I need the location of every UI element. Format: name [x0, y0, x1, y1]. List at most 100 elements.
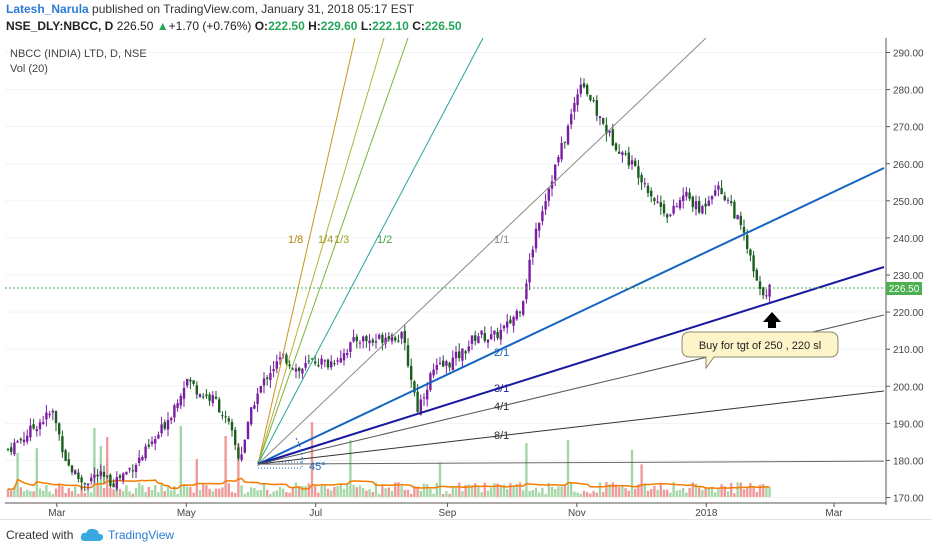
candle-body — [70, 465, 74, 473]
volume-bar — [736, 482, 739, 497]
candle-body — [397, 340, 400, 342]
low-label: L: — [360, 19, 373, 33]
candle-body — [586, 84, 589, 95]
candle-body — [16, 441, 19, 443]
candle-body — [406, 345, 410, 366]
candle-body — [182, 387, 186, 399]
volume-bar — [336, 486, 339, 497]
volume-bar — [669, 492, 672, 497]
volume-bar — [659, 484, 662, 497]
candle-body — [736, 215, 739, 220]
volume-bar — [6, 488, 10, 497]
fan-ray-1-8 — [257, 37, 356, 465]
volume-bar — [250, 487, 253, 497]
volume-bar — [32, 491, 35, 497]
candle-body — [560, 142, 563, 160]
candle-body — [653, 198, 656, 202]
volume-bar — [374, 482, 378, 497]
volume-bar — [752, 486, 755, 497]
candle-body — [253, 405, 256, 409]
volume-bar — [451, 485, 454, 497]
publish-info: Latesh_Narula published on TradingView.c… — [6, 2, 414, 16]
price-tick-label: 190.00 — [893, 419, 924, 430]
candle-body — [656, 201, 659, 203]
fan-ratio-label: 4/1 — [494, 401, 509, 413]
candle-body — [22, 439, 26, 443]
candle-body — [80, 477, 83, 483]
volume-bar — [579, 493, 582, 497]
candle-body — [624, 153, 627, 155]
candle-body — [192, 380, 195, 384]
volume-bar — [605, 482, 608, 497]
candle-body — [352, 337, 355, 342]
candle-body — [134, 465, 138, 473]
candle-body — [448, 362, 451, 368]
volume-bar — [499, 485, 502, 497]
candle-body — [579, 84, 582, 94]
price-chart[interactable]: 1/8 1/4 1/3 1/2 1/1 2/1 3/1 4/1 8/1 45° 170.00 180… — [0, 36, 932, 519]
volume-bar — [80, 485, 83, 497]
volume-bar — [90, 492, 93, 497]
candle-body — [688, 192, 691, 199]
volume-bar — [118, 488, 122, 497]
volume-bar — [384, 488, 387, 497]
volume-bar — [554, 489, 557, 497]
candle-body — [208, 394, 211, 401]
volume-bar — [762, 484, 765, 497]
candle-body — [710, 196, 714, 200]
volume-bar — [371, 491, 374, 497]
candle-body — [509, 319, 512, 324]
volume-bar — [480, 492, 483, 497]
tradingview-brand[interactable]: TradingView — [108, 528, 175, 542]
volume-bar — [61, 486, 64, 497]
volume-bar — [253, 488, 256, 497]
volume-bar — [269, 493, 272, 497]
volume-bar — [698, 487, 701, 497]
volume-bar — [413, 486, 416, 497]
volume-bar — [330, 490, 333, 497]
volume-bar — [547, 482, 550, 497]
price-change: +1.70 (+0.76%) — [168, 19, 252, 33]
price-tick-label: 280.00 — [893, 86, 924, 97]
volume-bar — [282, 488, 285, 497]
candle-body — [678, 200, 682, 209]
candle-body — [480, 330, 483, 335]
candle-body — [304, 362, 307, 368]
candle-body — [762, 287, 765, 296]
volume-bar — [461, 491, 464, 497]
volume-bar — [182, 483, 186, 497]
candle-body — [218, 399, 221, 413]
volume-bar — [259, 490, 262, 497]
volume-bar — [246, 491, 250, 497]
volume-bar — [326, 488, 330, 497]
candle-body — [438, 363, 442, 365]
author-link[interactable]: Latesh_Narula — [6, 2, 89, 16]
time-tick-label: Mar — [825, 508, 843, 519]
last-price-tag-label: 226.50 — [889, 284, 920, 295]
candle-body — [371, 339, 374, 343]
candle-body — [90, 477, 93, 482]
volume-bar — [275, 490, 278, 497]
volume-bar — [186, 486, 189, 497]
fan-ratio-label: 1/2 — [377, 234, 392, 246]
candle-body — [214, 396, 218, 399]
candle-body — [125, 471, 128, 475]
chart-grid — [5, 52, 884, 498]
candle-body — [445, 361, 448, 366]
volume-bar — [166, 486, 170, 497]
volume-bar — [70, 491, 74, 497]
candle-body — [112, 483, 115, 488]
candle-body — [554, 164, 557, 180]
candle-body — [365, 336, 368, 342]
volume-bar — [637, 484, 640, 497]
volume-bar — [621, 485, 624, 497]
candle-body — [355, 336, 358, 342]
tradingview-cloud-icon — [80, 528, 104, 541]
volume-bar — [426, 484, 429, 497]
buy-callout[interactable]: Buy for tgt of 250 , 220 sl — [681, 331, 839, 370]
candle-body — [470, 335, 474, 344]
candle-body — [611, 129, 614, 146]
candle-body — [298, 367, 301, 372]
candle-body — [166, 419, 170, 430]
volume-bar — [538, 492, 541, 497]
